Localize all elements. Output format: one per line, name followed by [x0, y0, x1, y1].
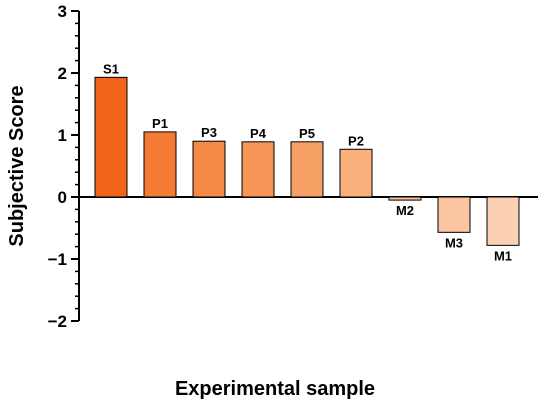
y-tick-label: 2	[58, 64, 67, 83]
bar-p5	[290, 141, 324, 198]
bar-p4	[241, 141, 275, 198]
bar-label-p5: P5	[299, 126, 315, 141]
bar-p2	[339, 148, 373, 198]
bar-label-s1: S1	[103, 61, 119, 76]
y-tick-label: 0	[58, 188, 67, 207]
bar-s1	[94, 76, 128, 198]
bar-p3	[192, 140, 226, 198]
bar-label-p2: P2	[348, 133, 364, 148]
y-axis: −2 −1 0 1 2 3	[48, 2, 80, 331]
y-tick-label: −1	[48, 250, 67, 269]
bars-group	[94, 76, 520, 246]
bar-label-p3: P3	[201, 125, 217, 140]
bar-label-m1: M1	[494, 248, 512, 263]
y-tick-label: 3	[58, 2, 67, 21]
bar-m2	[388, 196, 422, 201]
x-axis-title: Experimental sample	[175, 378, 375, 400]
bar-label-p1: P1	[152, 116, 168, 131]
bar-labels-group: S1 P1 P3 P4 P5 P2 M2 M3 M1	[103, 61, 512, 263]
bar-label-m3: M3	[445, 235, 463, 250]
y-axis-title: Subjective Score	[6, 85, 28, 246]
bar-m1	[486, 196, 520, 246]
y-tick-label: 1	[58, 126, 67, 145]
y-tick-label: −2	[48, 312, 67, 331]
bar-m3	[437, 196, 471, 233]
bar-label-p4: P4	[250, 126, 267, 141]
bar-label-m2: M2	[396, 203, 414, 218]
bar-p1	[143, 131, 177, 198]
